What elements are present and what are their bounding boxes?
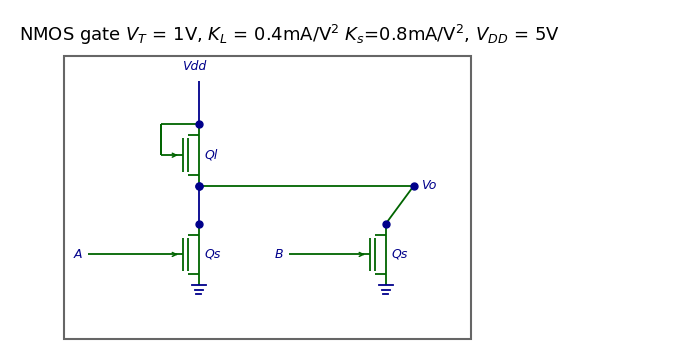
Text: B: B xyxy=(275,248,283,261)
Text: A: A xyxy=(73,248,82,261)
Text: Vo: Vo xyxy=(421,179,436,192)
Text: Vdd: Vdd xyxy=(182,60,206,73)
Text: Qs: Qs xyxy=(391,248,408,261)
Bar xyxy=(64,56,471,339)
Text: Qs: Qs xyxy=(205,248,221,261)
Text: Ql: Ql xyxy=(205,149,218,162)
Text: NMOS gate $V_T$ = 1V, $K_L$ = 0.4mA/V$^2$ $K_s$=0.8mA/V$^2$, $V_{DD}$ = 5V: NMOS gate $V_T$ = 1V, $K_L$ = 0.4mA/V$^2… xyxy=(18,23,559,47)
